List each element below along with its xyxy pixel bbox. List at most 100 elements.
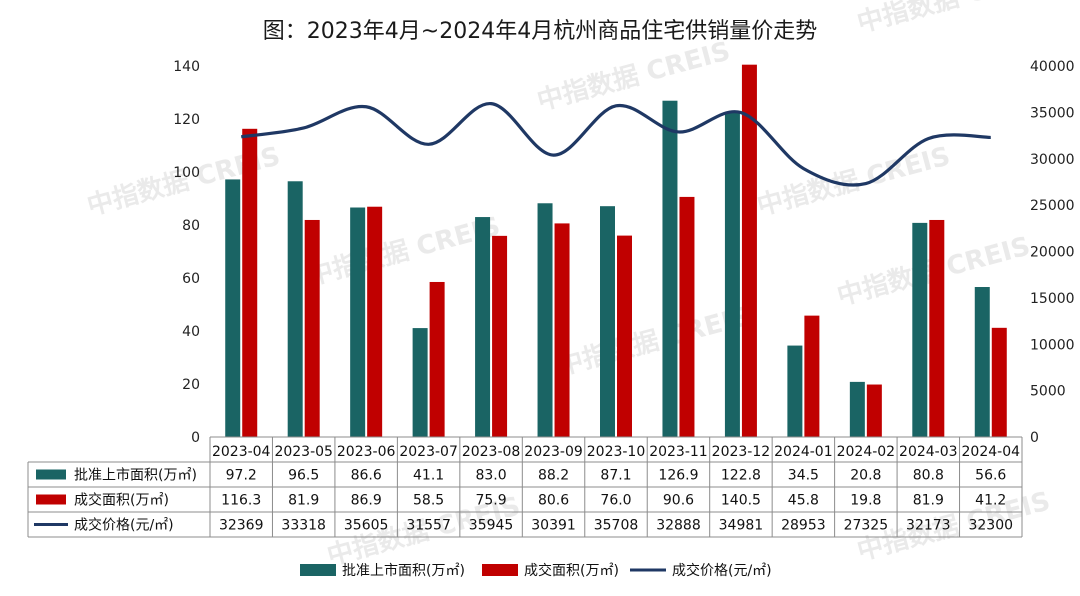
data-label: 75.9 xyxy=(475,493,506,509)
category-label: 2023-09 xyxy=(524,444,583,460)
approved-area-bar xyxy=(912,222,928,437)
data-label: 80.8 xyxy=(913,468,944,484)
left-axis-tick-label: 20 xyxy=(182,377,200,393)
approved-area-bar xyxy=(412,328,428,437)
data-label: 28953 xyxy=(781,518,826,534)
data-label: 32300 xyxy=(968,518,1013,534)
left-axis-tick-label: 0 xyxy=(191,430,200,446)
legend-swatch xyxy=(36,494,66,505)
data-label: 81.9 xyxy=(913,493,944,509)
data-label: 31557 xyxy=(406,518,451,534)
data-label: 88.2 xyxy=(538,468,569,484)
approved-area-bar xyxy=(475,217,491,437)
transaction-area-bar xyxy=(679,196,695,437)
category-label: 2023-10 xyxy=(587,444,646,460)
approved-area-bar xyxy=(662,100,678,437)
approved-area-bar xyxy=(225,179,241,438)
watermark-text: 中指数据 CREIS xyxy=(854,0,1053,39)
approved-area-bar xyxy=(537,203,553,437)
approved-area-bar xyxy=(350,207,366,437)
data-label: 41.2 xyxy=(975,493,1006,509)
data-label: 34981 xyxy=(719,518,764,534)
transaction-area-bar xyxy=(804,315,820,437)
transaction-area-bar xyxy=(866,384,882,437)
left-axis-tick-label: 40 xyxy=(182,324,200,340)
transaction-area-bar xyxy=(991,327,1007,437)
transaction-area-bar xyxy=(617,235,632,437)
data-label: 81.9 xyxy=(288,493,319,509)
data-label: 86.6 xyxy=(351,468,382,484)
data-label: 80.6 xyxy=(538,493,569,509)
approved-area-bar xyxy=(787,345,803,437)
watermark-text: 中指数据 CREIS xyxy=(534,36,733,116)
series-name: 成交价格(元/㎡) xyxy=(74,517,174,534)
right-axis: 0 5000 10000 15000 20000 25000 30000 35000 40000 xyxy=(1030,59,1075,446)
data-label: 45.8 xyxy=(788,493,819,509)
left-axis: 0 20 40 60 80 100 120 140 xyxy=(173,59,200,446)
legend-swatch xyxy=(36,469,66,480)
data-label: 34.5 xyxy=(788,468,819,484)
right-axis-tick-label: 5000 xyxy=(1030,384,1066,400)
category-label: 2023-08 xyxy=(462,444,521,460)
left-axis-tick-label: 100 xyxy=(173,165,200,181)
data-label: 96.5 xyxy=(288,468,319,484)
transaction-area-bar xyxy=(741,64,757,438)
legend-label: 批准上市面积(万㎡) xyxy=(342,562,465,579)
left-axis-tick-label: 60 xyxy=(182,271,200,287)
approved-area-bar xyxy=(287,181,303,437)
transaction-area-bar xyxy=(304,219,320,437)
data-label: 27325 xyxy=(844,518,889,534)
chart-title: 图：2023年4月~2024年4月杭州商品住宅供销量价走势 xyxy=(263,19,817,44)
data-label: 86.9 xyxy=(351,493,382,509)
category-label: 2024-02 xyxy=(837,444,896,460)
category-label: 2023-04 xyxy=(212,444,271,460)
legend-label: 成交面积(万㎡) xyxy=(524,562,619,579)
data-label: 90.6 xyxy=(663,493,694,509)
right-axis-tick-label: 40000 xyxy=(1030,59,1075,75)
legend-swatch xyxy=(482,564,518,576)
left-axis-tick-label: 120 xyxy=(173,112,200,128)
data-label: 35945 xyxy=(469,518,514,534)
data-label: 126.9 xyxy=(658,468,698,484)
category-label: 2023-11 xyxy=(649,444,708,460)
approved-area-bar xyxy=(600,206,615,437)
transaction-area-bar xyxy=(554,223,570,437)
category-label: 2024-04 xyxy=(962,444,1021,460)
category-label: 2023-06 xyxy=(337,444,396,460)
data-label: 32369 xyxy=(219,518,264,534)
series-name: 成交面积(万㎡) xyxy=(74,492,169,509)
right-axis-tick-label: 20000 xyxy=(1030,245,1075,261)
data-label: 56.6 xyxy=(975,468,1006,484)
category-label: 2023-05 xyxy=(274,444,333,460)
legend: 批准上市面积(万㎡) 成交面积(万㎡) 成交价格(元/㎡) xyxy=(300,562,772,579)
series-name: 批准上市面积(万㎡) xyxy=(74,467,197,484)
data-label: 87.1 xyxy=(600,468,631,484)
left-axis-tick-label: 80 xyxy=(182,218,200,234)
transaction-area-bar xyxy=(367,206,383,437)
data-label: 58.5 xyxy=(413,493,444,509)
data-label: 140.5 xyxy=(721,493,761,509)
data-label: 30391 xyxy=(531,518,576,534)
data-label: 32888 xyxy=(656,518,701,534)
right-axis-tick-label: 30000 xyxy=(1030,152,1075,168)
price-line xyxy=(241,102,991,187)
data-label: 76.0 xyxy=(600,493,631,509)
approved-area-bar xyxy=(974,287,990,437)
transaction-area-bar xyxy=(429,281,445,437)
data-label: 20.8 xyxy=(850,468,881,484)
right-axis-tick-label: 10000 xyxy=(1030,337,1075,353)
data-label: 35708 xyxy=(594,518,639,534)
category-label: 2023-12 xyxy=(712,444,771,460)
data-label: 33318 xyxy=(281,518,326,534)
right-axis-tick-label: 0 xyxy=(1030,430,1039,446)
watermark-text: 中指数据 CREIS xyxy=(554,301,753,381)
category-label: 2024-01 xyxy=(774,444,833,460)
transaction-area-bar xyxy=(242,128,258,437)
right-axis-tick-label: 25000 xyxy=(1030,198,1075,214)
data-label: 122.8 xyxy=(721,468,761,484)
legend-label: 成交价格(元/㎡) xyxy=(672,562,772,579)
transaction-area-bar xyxy=(929,219,945,437)
data-label: 35605 xyxy=(344,518,389,534)
transaction-area-bar xyxy=(492,235,508,437)
